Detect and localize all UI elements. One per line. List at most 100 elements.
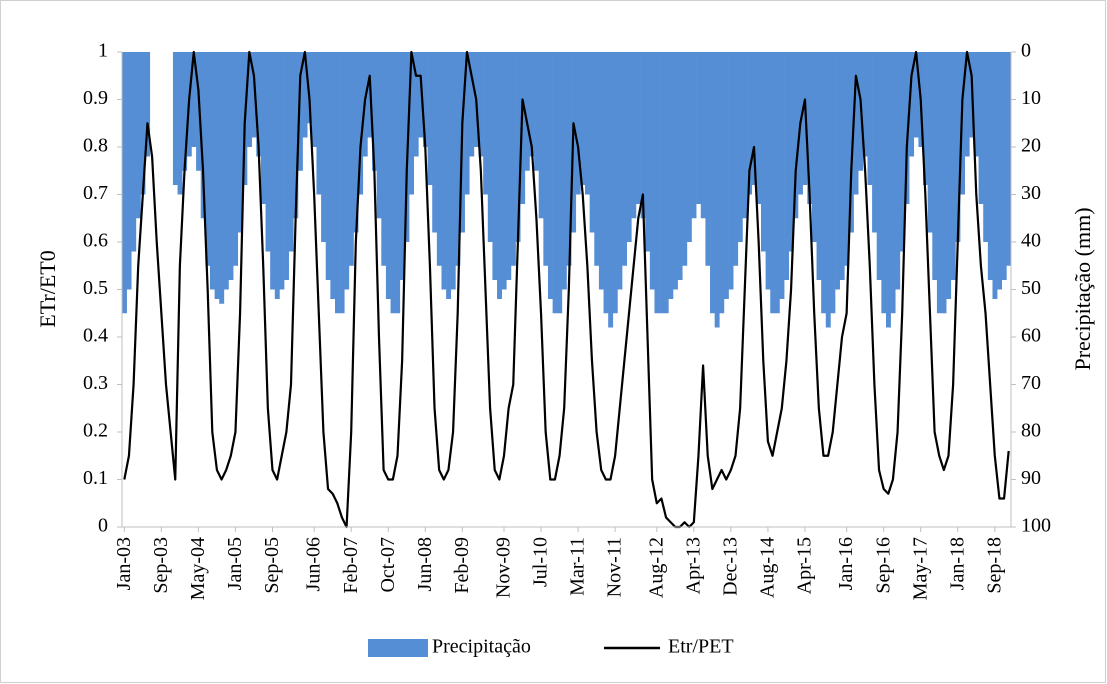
bar	[598, 52, 604, 290]
bar	[353, 52, 359, 233]
bar	[538, 52, 544, 219]
bar	[182, 52, 188, 171]
bar	[515, 52, 521, 242]
bar	[909, 52, 915, 157]
bar	[946, 52, 952, 299]
bar	[668, 52, 674, 299]
bar	[649, 52, 655, 290]
bar	[441, 52, 447, 290]
bar	[510, 52, 516, 266]
bar	[747, 52, 753, 195]
y2-tick-label: 0	[1021, 40, 1031, 62]
bar	[663, 52, 669, 314]
x-tick-label: Dec-13	[719, 537, 741, 596]
x-tick-label: Apr-13	[682, 537, 704, 594]
bar	[848, 52, 854, 233]
bar	[172, 52, 178, 185]
bar	[737, 52, 743, 242]
bar	[973, 52, 979, 157]
bar	[700, 52, 706, 219]
bar	[140, 52, 146, 195]
bar	[932, 52, 938, 280]
line	[123, 50, 1010, 529]
y-axis-title: ETr/ET0	[35, 250, 60, 327]
bar	[358, 52, 364, 195]
x-tick-label: Jun-08	[414, 537, 436, 591]
bar	[427, 52, 433, 185]
bar	[585, 52, 590, 195]
bar	[807, 52, 813, 204]
bar	[501, 52, 507, 290]
bar	[265, 52, 271, 252]
y-tick-label: 0.6	[83, 230, 108, 252]
bar	[1006, 52, 1012, 266]
bar	[612, 52, 618, 314]
bar	[830, 52, 836, 314]
bar	[575, 52, 581, 195]
bar	[334, 52, 340, 314]
bar	[895, 52, 901, 290]
x-tick-label: May-17	[909, 537, 931, 600]
bar	[247, 52, 252, 147]
bar	[913, 52, 919, 138]
legend-label: Precipitação	[432, 636, 531, 658]
x-tick-label: Aug-14	[757, 537, 779, 598]
x-tick-label: Jan-05	[224, 537, 246, 590]
x-tick-label: Jul-10	[530, 537, 552, 587]
bar	[691, 52, 697, 219]
x-tick-label: Jan-18	[946, 537, 968, 590]
bar	[756, 52, 762, 204]
bar	[561, 52, 567, 290]
x-tick-label: Mar-11	[567, 537, 589, 596]
bar	[710, 52, 715, 314]
bar	[765, 52, 771, 290]
bar	[344, 52, 350, 290]
y2-tick-label: 20	[1021, 135, 1041, 157]
bar	[270, 52, 276, 290]
y-tick-label: 0	[98, 515, 108, 537]
bar	[260, 52, 266, 204]
bar	[543, 52, 549, 266]
bar	[617, 52, 623, 290]
bar	[784, 52, 790, 280]
bar	[432, 52, 438, 233]
bar	[422, 52, 428, 147]
bar	[927, 52, 933, 233]
bar	[788, 52, 794, 252]
legend-label: Etr/PET	[668, 636, 734, 658]
bar	[214, 52, 220, 299]
x-tick-label: Aug-12	[645, 537, 667, 598]
bar	[742, 52, 748, 219]
x-tick-label: Nov-09	[493, 537, 515, 598]
x-tick-label: Apr-15	[794, 537, 816, 594]
bar	[409, 52, 415, 195]
y-tick-label: 0.4	[83, 325, 108, 347]
bar	[200, 52, 206, 219]
bar	[279, 52, 285, 290]
bar	[205, 52, 211, 266]
bar	[580, 52, 586, 185]
bar	[395, 52, 401, 314]
bar	[284, 52, 289, 280]
y2-tick-label: 100	[1021, 515, 1051, 537]
y-tick-label: 1	[98, 40, 108, 62]
bar	[446, 52, 452, 299]
bar	[885, 52, 891, 328]
bar	[478, 52, 484, 157]
bar	[719, 52, 725, 314]
y2-tick-label: 60	[1021, 325, 1041, 347]
bar	[223, 52, 229, 290]
bar	[839, 52, 845, 280]
bar	[483, 52, 489, 195]
bar	[209, 52, 215, 290]
bar	[779, 52, 785, 299]
y2-tick-label: 70	[1021, 372, 1041, 394]
bar	[811, 52, 817, 242]
bar	[547, 52, 553, 299]
y-tick-label: 0.2	[83, 420, 108, 442]
bar	[853, 52, 859, 195]
bar	[177, 52, 183, 195]
bar	[325, 52, 331, 280]
x-tick-label: Feb-09	[451, 537, 473, 594]
bar	[436, 52, 442, 266]
